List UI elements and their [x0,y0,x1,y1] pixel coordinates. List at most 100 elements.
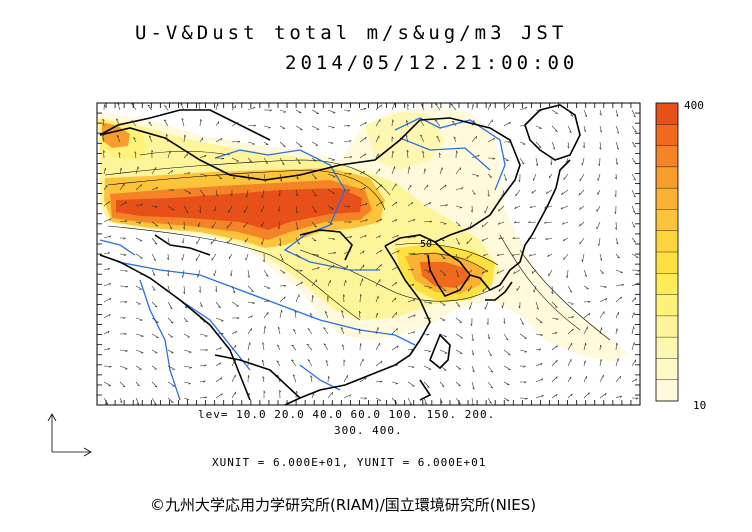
wind-arrow-head [152,289,156,291]
wind-arrow [309,313,313,319]
wind-arrow-head [359,328,362,332]
wind-arrow-head [473,193,476,195]
wind-arrow [135,349,144,354]
wind-arrow-head [380,360,383,364]
wind-arrow [582,253,585,262]
wind-arrow [199,364,207,367]
wind-arrow-head [554,306,558,308]
wind-arrow-head [395,383,398,385]
wind-arrow-head [148,121,152,124]
wind-arrow-head [360,293,362,297]
wind-arrow-head [235,105,237,109]
wind-arrow-head [109,366,112,368]
wind-arrow-head [348,250,351,253]
wind-arrow [135,381,140,387]
wind-arrow [535,348,542,351]
wind-arrow-head [165,133,169,137]
wind-arrow [117,103,121,111]
wind-arrow [343,294,345,303]
wind-arrow [436,136,441,143]
wind-arrow-head [349,394,352,397]
wind-arrow-head [170,322,174,324]
wind-arrow [183,134,186,143]
wind-arrow-head [108,313,111,317]
wind-arrow-head [413,218,416,222]
wind-arrow [359,264,365,271]
colorbar-segment [656,230,678,253]
wind-arrow [535,125,542,129]
wind-arrow [183,349,192,353]
wind-arrow-head [555,130,558,132]
wind-arrow [471,173,480,177]
wind-arrow [247,141,255,145]
wind-arrow [295,125,303,131]
wind-arrow [599,109,602,116]
wind-arrow [151,253,157,261]
wind-arrow [391,150,394,159]
wind-arrow [497,221,505,225]
wind-arrow-head [296,227,299,230]
wind-arrow-head [569,290,573,293]
wind-arrow-head [167,243,170,246]
wind-arrow [135,166,139,175]
wind-arrow-head [347,110,351,112]
wind-arrow [599,393,607,399]
wind-arrow [487,397,492,404]
wind-arrow-head [584,360,587,364]
wind-arrow [375,397,382,401]
wind-arrow [455,205,462,208]
wind-arrow-head [477,154,480,158]
wind-arrow-head [396,328,398,331]
wind-arrow [199,380,206,383]
wind-arrow-head [518,305,521,309]
wind-arrow [471,189,476,195]
wind-arrow-head [429,287,432,289]
wind-arrow [529,253,537,257]
wind-arrow [471,120,475,127]
wind-arrow [311,279,317,287]
wind-arrow [359,107,366,111]
wind-arrow-head [277,226,280,230]
wind-arrow [599,141,602,150]
wind-arrow [231,301,239,307]
wind-arrow [375,184,382,191]
wind-arrow [295,189,298,197]
wind-arrow-head [617,256,620,259]
wind-arrow [135,184,142,191]
wind-arrow-head [277,209,280,212]
wind-arrow [375,104,382,111]
wind-arrow-head [277,344,280,347]
wind-arrow [528,221,537,223]
wind-arrow [567,316,574,319]
wind-arrow [163,119,169,127]
vector-units: XUNIT = 6.000E+01, YUNIT = 6.000E+01 [212,456,487,469]
wind-arrow-head [345,280,347,283]
wind-arrow-head [262,259,265,263]
wind-arrow [183,333,190,338]
wind-arrow-head [317,267,320,270]
wind-arrow-head [306,343,310,346]
wind-arrow-head [268,127,271,129]
wind-arrow [327,205,334,210]
wind-arrow [343,140,352,143]
wind-arrow-head [489,354,492,357]
wind-arrow [407,268,414,271]
wind-arrow-head [299,270,303,272]
wind-arrow [615,395,622,399]
wind-arrow-head [561,192,563,195]
wind-arrow-head [170,401,174,403]
wind-arrow [391,364,398,367]
wind-arrow [263,312,269,319]
wind-arrow [151,397,157,405]
wind-arrow [391,250,400,255]
wind-arrow [135,397,140,405]
wind-arrow-head [481,238,484,242]
wind-arrow-head [248,358,250,361]
wind-arrow [631,157,636,163]
wind-arrow [391,119,393,127]
coastlines-borders [99,104,581,405]
wind-arrow-head [616,131,620,134]
wind-arrow-head [412,331,415,334]
wind-arrow-head [498,208,500,212]
wind-arrow [599,125,602,133]
